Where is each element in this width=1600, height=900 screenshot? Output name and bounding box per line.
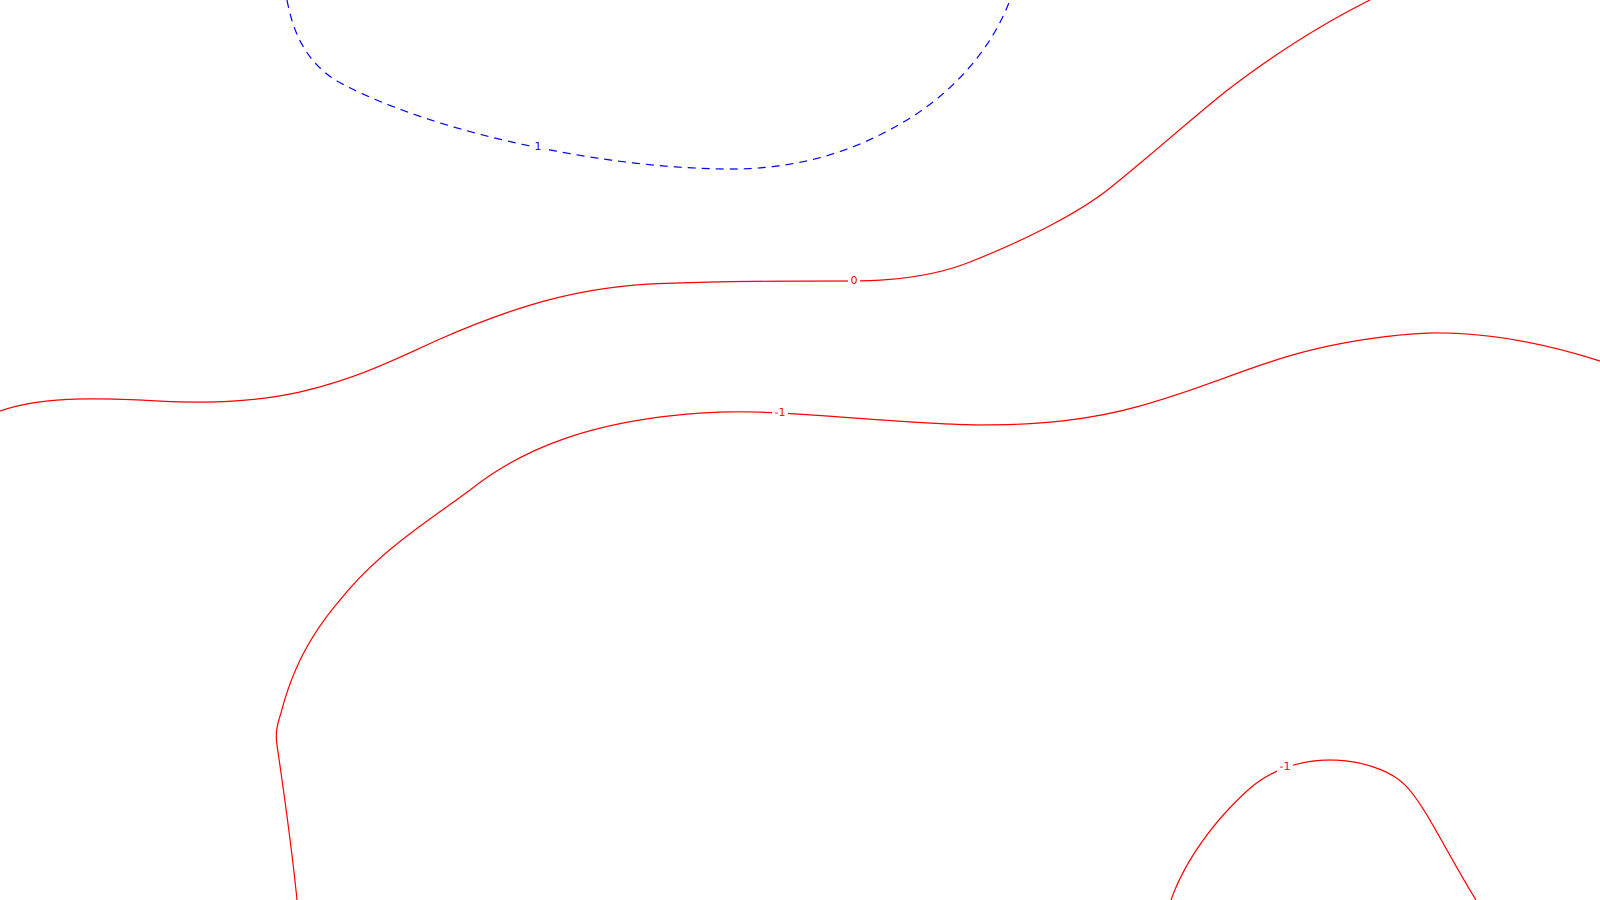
contour-label-bg bbox=[848, 273, 860, 288]
contour-line-level-0 bbox=[0, 0, 1371, 412]
contour-line-level-minus-1 bbox=[275, 332, 1600, 900]
contour-label-bg bbox=[772, 405, 788, 420]
contour-line-level-minus-1-loop bbox=[1170, 759, 1477, 900]
contour-label-level-0: 0 bbox=[851, 274, 858, 287]
contour-label-level-minus-1: -1 bbox=[1280, 760, 1291, 773]
contour-label-level-1: 1 bbox=[535, 140, 542, 153]
contour-line-level-1 bbox=[286, 0, 1011, 170]
contour-label-bg bbox=[532, 140, 544, 154]
contour-label-bg bbox=[1277, 759, 1293, 774]
contour-label-level-minus-1: -1 bbox=[775, 406, 786, 419]
